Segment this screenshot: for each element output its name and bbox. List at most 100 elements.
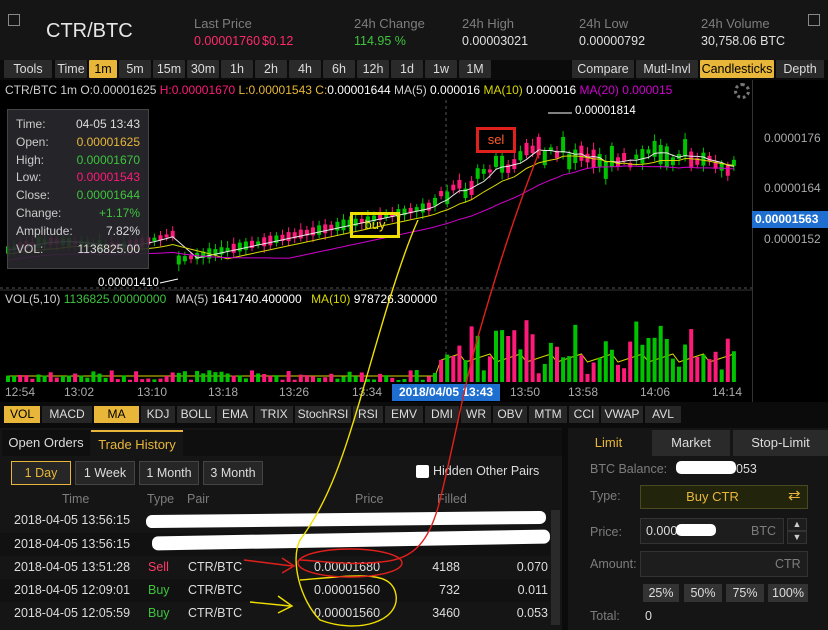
indicator-obv[interactable]: OBV <box>493 406 527 423</box>
price-unit: BTC <box>751 524 776 538</box>
mode-depth[interactable]: Depth <box>776 60 824 78</box>
volume-bar <box>323 377 328 382</box>
volume-bar <box>396 379 401 382</box>
indicator-ma[interactable]: MA <box>94 406 139 423</box>
interval-1m[interactable]: 1M <box>459 60 491 78</box>
info-ma20-value: 0.000015 <box>622 83 673 97</box>
candle-body <box>548 147 553 151</box>
time-tick: 13:34 <box>352 385 383 399</box>
interval-1w[interactable]: 1w <box>425 60 457 78</box>
mode-compare[interactable]: Compare <box>572 60 634 78</box>
indicator-kdj[interactable]: KDJ <box>141 406 175 423</box>
volume-bar <box>195 370 200 382</box>
volume-bar <box>67 375 71 382</box>
cell-filled: 732 <box>439 583 460 597</box>
percent-25-button[interactable]: 25% <box>643 584 679 602</box>
indicator-cci[interactable]: CCI <box>569 406 599 423</box>
candle-body <box>640 149 645 164</box>
interval-6h[interactable]: 6h <box>323 60 355 78</box>
filter-1-month[interactable]: 1 Month <box>139 461 199 485</box>
type-select[interactable] <box>640 485 808 509</box>
change-value: 114.95 % <box>354 34 406 48</box>
volume-bar <box>298 374 303 382</box>
candle-body <box>433 197 437 206</box>
indicator-avl[interactable]: AVL <box>645 406 681 423</box>
type-value: Buy CTR <box>686 489 739 504</box>
candle-body <box>658 144 663 165</box>
interval-5m[interactable]: 5m <box>119 60 151 78</box>
mode-mutlinvl[interactable]: Mutl-Invl <box>636 60 698 78</box>
expand-icon[interactable] <box>8 14 20 26</box>
amount-input[interactable] <box>640 551 808 577</box>
volume-bar <box>176 372 181 382</box>
indicator-vwap[interactable]: VWAP <box>601 406 643 423</box>
filter-1-week[interactable]: 1 Week <box>75 461 135 485</box>
volume-bar <box>54 377 59 382</box>
tab-limit[interactable]: Limit <box>568 430 649 456</box>
candle-body <box>725 165 730 176</box>
interval-15m[interactable]: 15m <box>153 60 185 78</box>
cell-filled: 4188 <box>432 560 460 574</box>
tab-stop-limit[interactable]: Stop-Limit <box>733 430 828 456</box>
indicator-wr[interactable]: WR <box>461 406 491 423</box>
interval-1d[interactable]: 1d <box>391 60 423 78</box>
interval-4h[interactable]: 4h <box>289 60 321 78</box>
interval-time[interactable]: Time <box>55 60 87 78</box>
indicator-boll[interactable]: BOLL <box>177 406 215 423</box>
hide-pairs-checkbox[interactable] <box>416 465 429 478</box>
price-down-icon[interactable]: ▼ <box>787 531 807 544</box>
volume-bar <box>628 341 633 382</box>
tools-button[interactable]: Tools <box>4 60 52 78</box>
vol-label: VOL(5,10) <box>5 292 61 306</box>
total-label: Total: <box>590 609 620 623</box>
candle-body <box>579 145 584 161</box>
total-value: 0 <box>645 609 652 623</box>
tab-open-orders[interactable]: Open Orders <box>2 430 90 456</box>
volume-bar <box>567 356 572 382</box>
tab-trade-history[interactable]: Trade History <box>91 430 183 456</box>
indicator-ema[interactable]: EMA <box>217 406 253 423</box>
volume-bar <box>353 376 358 382</box>
indicator-stochrsi[interactable]: StochRSI <box>295 406 351 423</box>
interval-1m[interactable]: 1m <box>89 60 117 78</box>
filter-3-month[interactable]: 3 Month <box>203 461 263 485</box>
percent-75-button[interactable]: 75% <box>726 584 764 602</box>
interval-1h[interactable]: 1h <box>221 60 253 78</box>
collapse-icon[interactable] <box>808 14 820 26</box>
interval-30m[interactable]: 30m <box>187 60 219 78</box>
volume-bar <box>481 370 486 382</box>
tab-market[interactable]: Market <box>652 430 730 456</box>
indicator-mtm[interactable]: MTM <box>529 406 567 423</box>
filter-1-day[interactable]: 1 Day <box>11 461 71 485</box>
percent-100-button[interactable]: 100% <box>768 584 808 602</box>
indicator-trix[interactable]: TRIX <box>255 406 293 423</box>
volume-bar <box>591 362 596 382</box>
percent-50-button[interactable]: 50% <box>684 584 722 602</box>
scrollbar[interactable] <box>551 510 560 625</box>
volume-bar <box>12 375 17 382</box>
candle-body <box>225 247 230 252</box>
indicator-vol[interactable]: VOL <box>4 406 40 423</box>
mode-candlesticks[interactable]: Candlesticks <box>700 60 774 78</box>
indicator-emv[interactable]: EMV <box>385 406 423 423</box>
interval-2h[interactable]: 2h <box>255 60 287 78</box>
price-up-icon[interactable]: ▲ <box>787 518 807 531</box>
cell-price: 0.00001560 <box>314 583 381 597</box>
swap-icon[interactable]: ⇄ <box>788 487 801 504</box>
volume-bars <box>6 320 736 382</box>
infobox-value: 1136825.00 <box>77 241 140 256</box>
interval-12h[interactable]: 12h <box>357 60 389 78</box>
candle-body <box>731 159 736 166</box>
candle-body <box>451 184 456 191</box>
volume-bar <box>207 370 212 382</box>
volume-bar <box>85 377 90 382</box>
info-ma5-label: MA(5) <box>394 83 427 97</box>
indicator-rsi[interactable]: RSI <box>353 406 383 423</box>
cell-filled: 3460 <box>432 606 460 620</box>
gear-icon[interactable] <box>734 83 750 99</box>
col-pair: Pair <box>187 492 210 506</box>
candle-body <box>420 203 425 213</box>
indicator-macd[interactable]: MACD <box>42 406 92 423</box>
indicator-dmi[interactable]: DMI <box>425 406 459 423</box>
volume-bar <box>451 355 456 382</box>
